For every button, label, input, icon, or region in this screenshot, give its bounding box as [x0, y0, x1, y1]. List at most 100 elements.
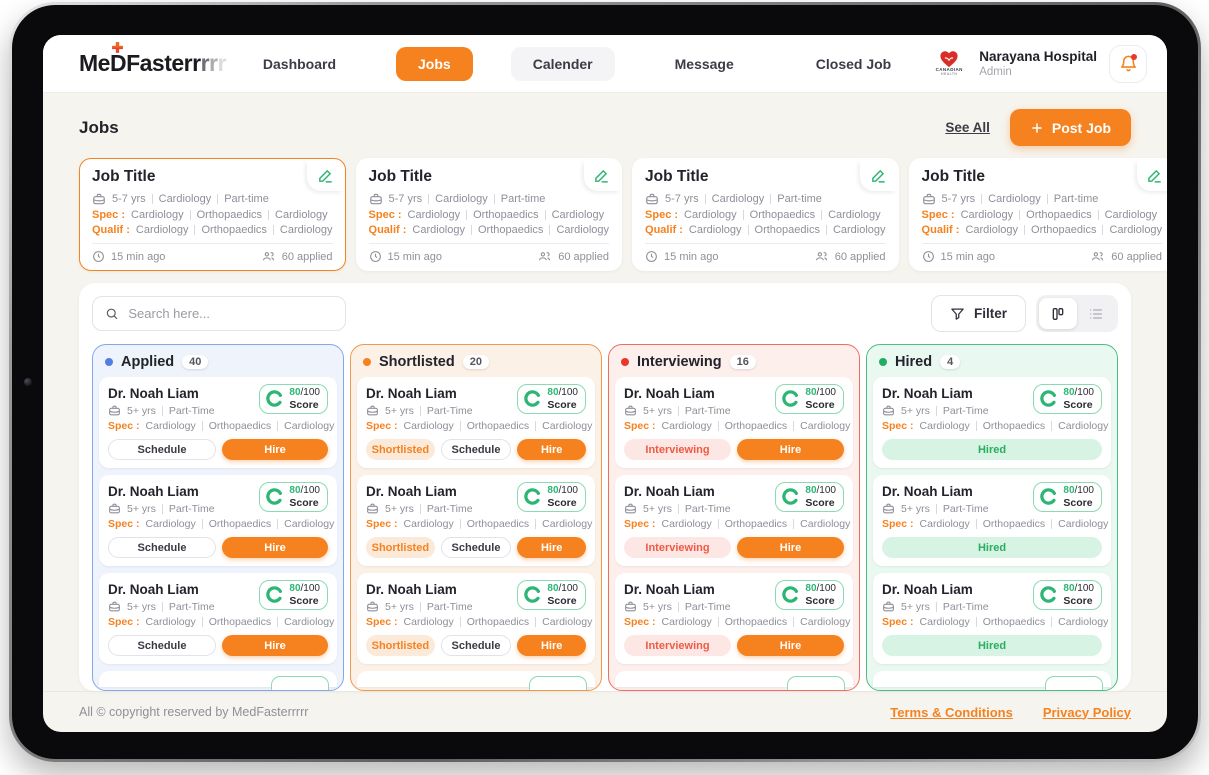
candidate-card[interactable]: Dr. Noah Liam 5+ yrs Part-Time 80/100 Scor… — [357, 475, 595, 566]
status-dot — [621, 358, 629, 366]
job-card[interactable]: Job Title 5-7 yrs Cardiology Part-time S… — [79, 158, 346, 271]
job-card[interactable]: Job Title 5-7 yrs Cardiology Part-time S… — [632, 158, 899, 271]
funnel-icon — [951, 308, 964, 320]
hired-chip[interactable]: Hired — [882, 537, 1102, 558]
post-job-button[interactable]: Post Job — [1009, 109, 1131, 146]
schedule-button[interactable]: Schedule — [108, 635, 216, 656]
job-applied: 60 applied — [1111, 250, 1163, 263]
candidate-card[interactable]: Dr. Noah Liam 5+ yrs Part-Time 80/100 Scor… — [357, 573, 595, 664]
job-title: Job Title — [921, 168, 985, 185]
terms-link[interactable]: Terms & Conditions — [890, 704, 1013, 720]
toolbar: Filter — [92, 295, 1118, 332]
shortlisted-chip[interactable]: Shortlisted — [366, 537, 435, 558]
hire-button[interactable]: Hire — [517, 439, 587, 460]
hired-chip[interactable]: Hired — [882, 439, 1102, 460]
hire-button[interactable]: Hire — [222, 537, 328, 558]
hire-button[interactable]: Hire — [222, 635, 328, 656]
job-qualif: Qualif : Cardiology Orthopaedics Cardiol… — [92, 224, 333, 236]
candidate-spec: Spec : Cardiology Orthopaedics Cardiology — [882, 616, 1109, 628]
candidate-name: Dr. Noah Liam — [624, 484, 715, 499]
nav-dashboard[interactable]: Dashboard — [262, 55, 337, 72]
edit-job-button[interactable] — [307, 160, 344, 191]
candidate-name: Dr. Noah Liam — [366, 386, 457, 401]
pencil-icon — [1148, 169, 1161, 183]
nav-closed-job[interactable]: Closed Job — [815, 55, 892, 72]
job-footer: 15 min ago 60 applied — [92, 243, 333, 263]
candidate-card[interactable]: Dr. Noah Liam 5+ yrs Part-Time 80/100 Scor… — [357, 377, 595, 468]
briefcase-icon — [882, 600, 895, 613]
interviewing-chip[interactable]: Interviewing — [624, 635, 731, 656]
gauge-ring-icon — [1040, 586, 1058, 604]
privacy-link[interactable]: Privacy Policy — [1042, 704, 1131, 720]
hire-button[interactable]: Hire — [737, 537, 844, 558]
score-badge: 80/100 Score — [517, 384, 586, 414]
kanban-icon — [1052, 307, 1064, 320]
nav-calender[interactable]: Calender — [510, 46, 615, 81]
column-name: Shortlisted — [379, 354, 455, 370]
hire-button[interactable]: Hire — [737, 439, 844, 460]
hire-button[interactable]: Hire — [517, 537, 587, 558]
candidate-card[interactable]: Dr. Noah Liam 5+ yrs Part-Time 80/100 Scor… — [873, 573, 1111, 664]
clock-icon — [922, 250, 935, 263]
job-card[interactable]: Job Title 5-7 yrs Cardiology Part-time S… — [355, 158, 623, 271]
gauge-ring-icon — [524, 390, 542, 408]
filter-button[interactable]: Filter — [930, 295, 1026, 332]
candidate-spec: Spec : Cardiology Orthopaedics Cardiology — [366, 518, 593, 530]
user-account[interactable]: CANADIAN HEALTH Narayana Hospital Admin — [928, 49, 1097, 77]
column-cards: Dr. Noah Liam 5+ yrs Part-Time 80/100 Scor… — [351, 377, 601, 690]
kanban-board: Applied 40 Dr. Noah Liam 5+ yrs Part-Time — [92, 344, 1118, 691]
schedule-button[interactable]: Schedule — [108, 439, 216, 460]
candidate-card[interactable]: Dr. Noah Liam 5+ yrs Part-Time 80/100 Scor… — [99, 377, 337, 468]
column-cards: Dr. Noah Liam 5+ yrs Part-Time 80/100 Scor… — [93, 377, 343, 690]
candidate-card[interactable]: Dr. Noah Liam 5+ yrs Part-Time 80/100 Scor… — [99, 475, 337, 566]
schedule-button[interactable]: Schedule — [440, 635, 512, 656]
job-cards-row: Job Title 5-7 yrs Cardiology Part-time S… — [79, 158, 1167, 271]
job-meta: 5-7 yrs Cardiology Part-time — [645, 192, 886, 206]
shortlisted-chip[interactable]: Shortlisted — [366, 439, 435, 460]
briefcase-icon — [624, 600, 637, 613]
edit-job-button[interactable] — [860, 160, 897, 191]
column-header: Hired 4 — [867, 345, 1117, 377]
gauge-ring-icon — [1040, 390, 1058, 408]
score-badge: 80/100 Score — [259, 482, 328, 512]
interviewing-chip[interactable]: Interviewing — [624, 537, 731, 558]
clock-icon — [92, 250, 105, 263]
job-spec: Spec : Cardiology Orthopaedics Cardiolog… — [368, 209, 605, 221]
see-all-link[interactable]: See All — [945, 120, 990, 135]
schedule-button[interactable]: Schedule — [440, 537, 512, 558]
hired-chip[interactable]: Hired — [882, 635, 1102, 656]
plus-icon — [1032, 122, 1042, 133]
candidate-card[interactable]: Dr. Noah Liam 5+ yrs Part-Time 80/100 Scor… — [873, 475, 1111, 566]
edit-job-button[interactable] — [583, 160, 620, 191]
nav-message[interactable]: Message — [674, 55, 734, 72]
candidate-name: Dr. Noah Liam — [366, 582, 457, 597]
candidate-card[interactable]: Dr. Noah Liam 5+ yrs Part-Time 80/100 Scor… — [615, 475, 853, 566]
job-posted: 15 min ago — [940, 250, 995, 263]
hire-button[interactable]: Hire — [737, 635, 844, 656]
job-title: Job Title — [645, 168, 709, 185]
list-view-button[interactable] — [1077, 298, 1115, 329]
job-card[interactable]: Job Title 5-7 yrs Cardiology Part-time S… — [908, 158, 1167, 271]
interviewing-chip[interactable]: Interviewing — [624, 439, 731, 460]
column-cards: Dr. Noah Liam 5+ yrs Part-Time 80/100 Scor… — [609, 377, 859, 690]
candidate-card[interactable]: Dr. Noah Liam 5+ yrs Part-Time 80/100 Scor… — [99, 573, 337, 664]
edit-job-button[interactable] — [1136, 160, 1167, 191]
notifications-button[interactable] — [1109, 44, 1147, 83]
hire-button[interactable]: Hire — [517, 635, 587, 656]
hire-button[interactable]: Hire — [222, 439, 328, 460]
score-badge: 80/100 Score — [775, 384, 844, 414]
job-posted: 15 min ago — [387, 250, 442, 263]
schedule-button[interactable]: Schedule — [108, 537, 216, 558]
pencil-icon — [595, 169, 608, 183]
candidate-card[interactable]: Dr. Noah Liam 5+ yrs Part-Time 80/100 Scor… — [615, 573, 853, 664]
candidate-card[interactable]: Dr. Noah Liam 5+ yrs Part-Time 80/100 Scor… — [615, 377, 853, 468]
kanban-view-button[interactable] — [1039, 298, 1077, 329]
score-badge — [529, 676, 587, 690]
schedule-button[interactable]: Schedule — [440, 439, 512, 460]
pencil-icon — [871, 169, 885, 183]
search-box[interactable] — [92, 296, 346, 331]
shortlisted-chip[interactable]: Shortlisted — [366, 635, 435, 656]
nav-jobs[interactable]: Jobs — [396, 46, 473, 81]
search-input[interactable] — [128, 306, 333, 321]
candidate-card[interactable]: Dr. Noah Liam 5+ yrs Part-Time 80/100 Scor… — [873, 377, 1111, 468]
